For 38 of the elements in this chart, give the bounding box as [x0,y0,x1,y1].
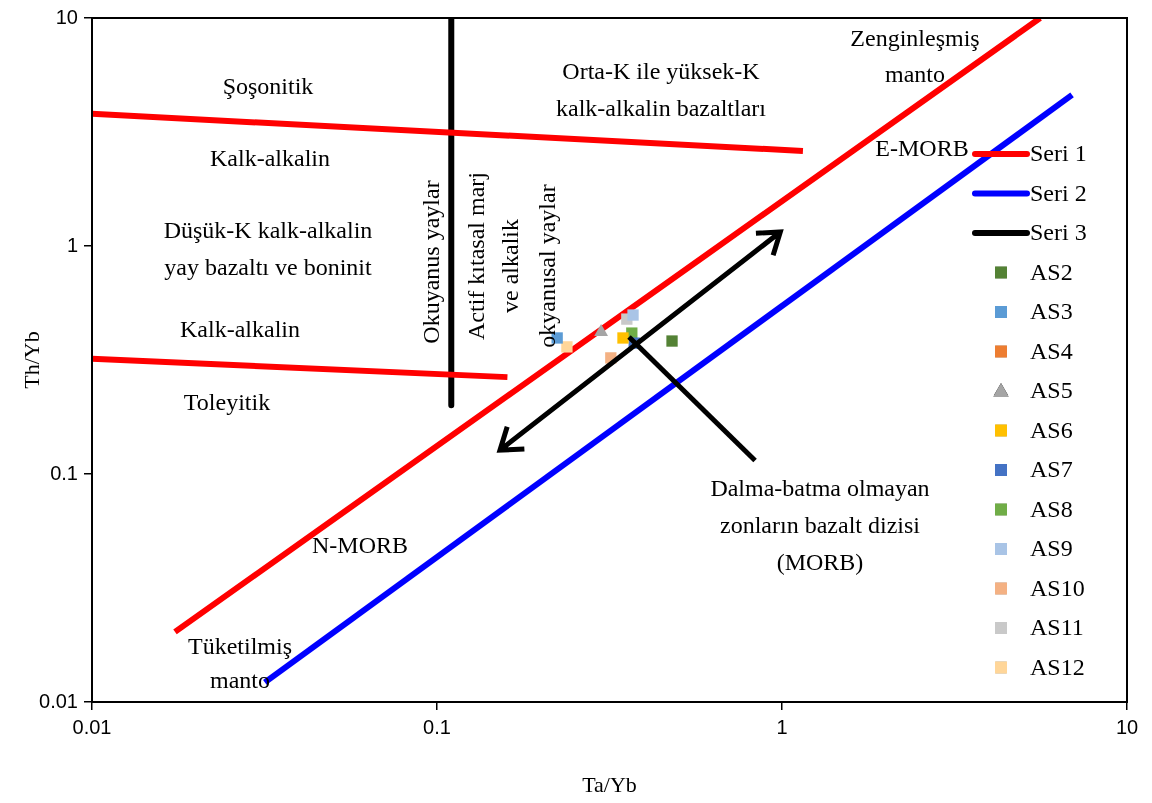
y-axis-title: Th/Yb [18,331,44,389]
x-tick-label: 1 [776,715,788,738]
legend-label: AS4 [1030,337,1073,364]
annotation: Okuyanus yaylar [418,180,445,344]
annotation: Toleyitik [183,389,271,416]
annotation: Orta-K ile yüksek-K kalk-alkalin bazaltları [556,58,767,122]
x-tick-label: 10 [1115,715,1139,738]
legend-label: Seri 1 [1030,140,1087,167]
y-tick-label: 0.01 [39,689,78,712]
legend-label: Seri 3 [1030,219,1087,246]
legend-label: AS9 [1030,535,1073,562]
annotation: Actif kıtasal marj [463,172,490,340]
annotation: Tüketilmiş manto [188,633,292,694]
legend-label: AS5 [1030,377,1073,404]
annotation: Dalma-batma olmayan zonların bazalt dizisi (MORB) [710,475,930,576]
annotation: Düşük-K kalk-alkalin yay bazaltı ve boninit [163,217,373,281]
legend-label: AS10 [1030,574,1085,601]
legend-label: AS7 [1030,456,1073,483]
annotation: Kalk-alkalin [180,316,300,343]
annotation: Şoşonitik [222,73,314,100]
annotation: N-MORB [311,532,409,559]
legend-label: AS8 [1030,495,1073,522]
x-axis-title: Ta/Yb [582,771,637,797]
legend-label: AS11 [1030,614,1084,641]
x-tick-label: 0.1 [423,715,451,738]
annotation: Kalk-alkalin [210,145,330,172]
x-tick-label: 0.01 [72,715,112,738]
y-tick-label: 1 [66,233,78,256]
annotation: ve alkalik okyanusal yaylar [497,184,561,348]
legend-label: AS2 [1030,258,1073,285]
y-tick-label: 0.1 [50,461,78,484]
legend-label: Seri 2 [1030,179,1087,206]
annotation: Zenginleşmiş manto [850,25,980,88]
legend-label: AS3 [1030,298,1073,325]
y-tick-label: 10 [55,5,78,28]
legend-label: AS12 [1030,653,1085,680]
annotation: E-MORB [875,135,969,162]
legend-label: AS6 [1030,416,1073,443]
